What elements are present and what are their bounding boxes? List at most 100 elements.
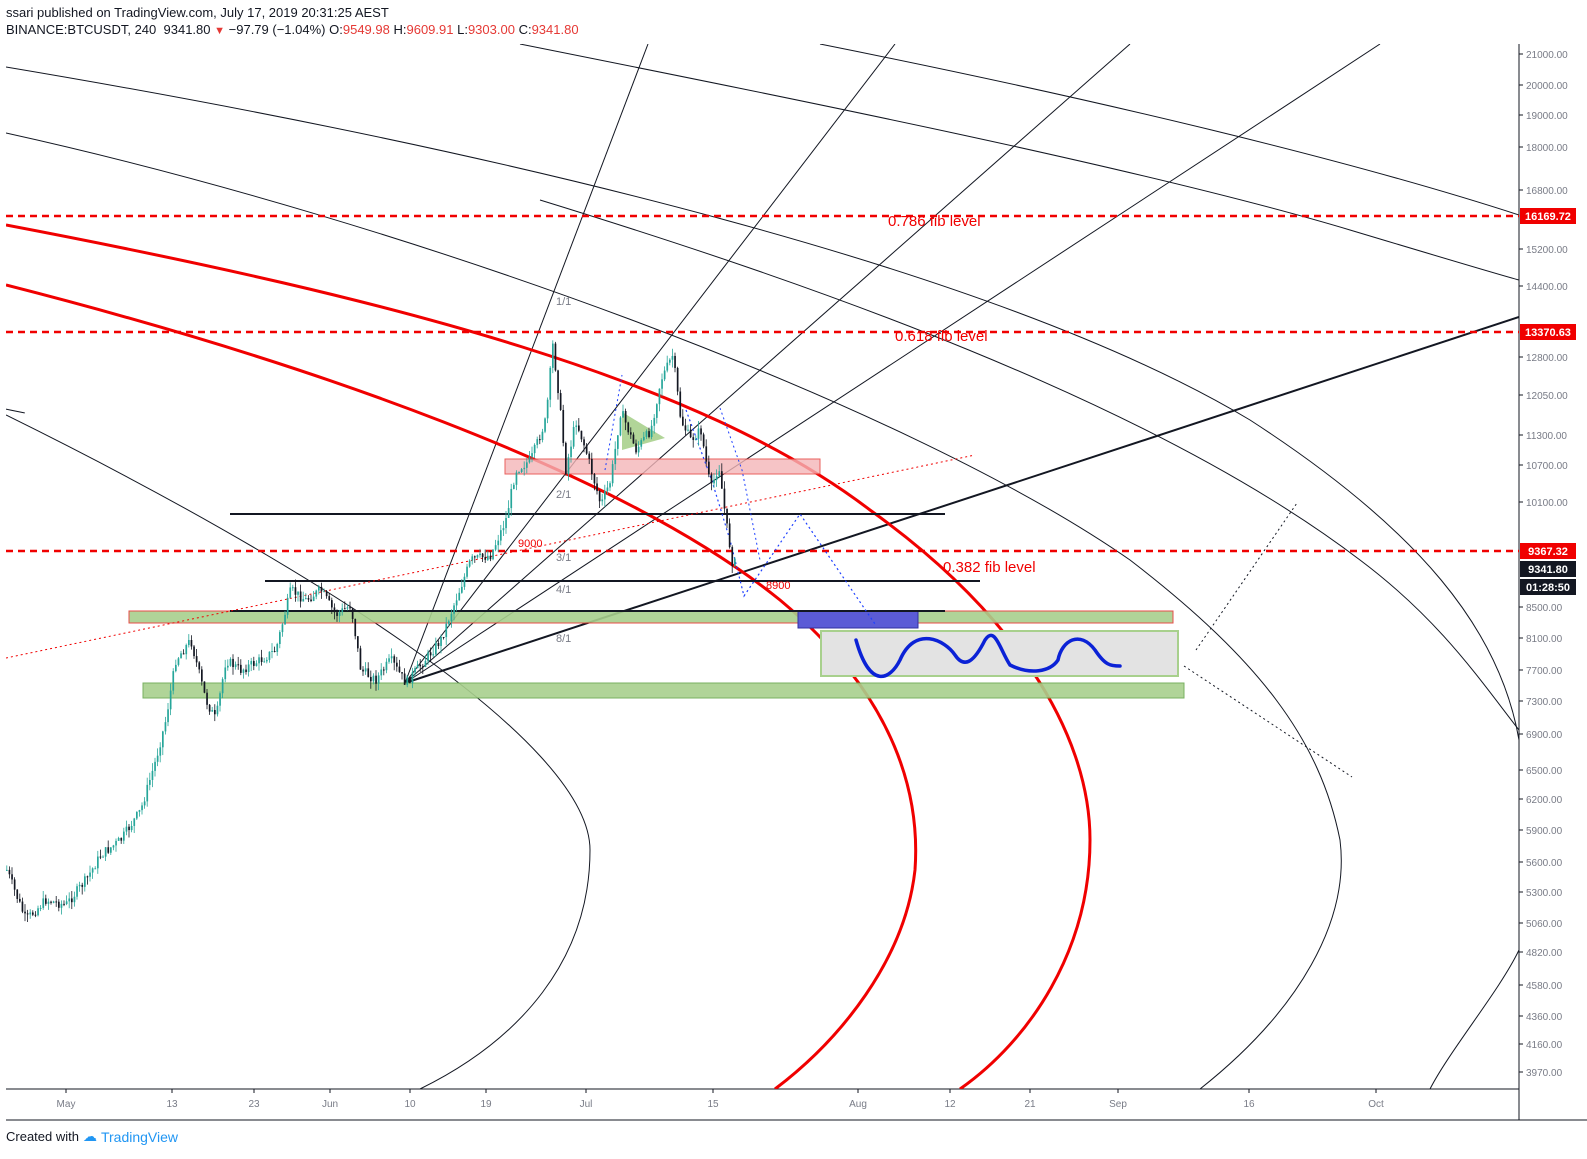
- candle-body: [539, 439, 541, 441]
- candle-body: [715, 476, 718, 480]
- candle-body: [128, 826, 130, 831]
- candle-body: [81, 884, 84, 887]
- candle-body: [409, 676, 411, 684]
- candle-body: [219, 693, 221, 706]
- candle-body: [50, 901, 52, 903]
- candle-body: [156, 755, 159, 762]
- candle-body: [406, 676, 409, 685]
- candle-body: [632, 434, 635, 444]
- candle-body: [247, 664, 250, 673]
- time-axis-label: 12: [944, 1099, 956, 1110]
- candle-body: [565, 442, 567, 475]
- time-axis-label: 10: [404, 1099, 416, 1110]
- candle-body: [713, 479, 715, 484]
- candle-body: [593, 474, 596, 484]
- candle-body: [648, 431, 650, 438]
- time-axis-label: 15: [707, 1099, 719, 1110]
- candle-body: [726, 508, 728, 524]
- candle-body: [164, 722, 167, 732]
- candle-body: [377, 675, 380, 684]
- close-label: C:: [518, 22, 532, 37]
- candle-body: [110, 847, 112, 853]
- candle-body: [354, 618, 357, 637]
- ohlc-line: BINANCE:BTCUSDT, 240 9341.80 ▼ −97.79 (−…: [6, 22, 579, 37]
- black-arcs: [6, 44, 1519, 1089]
- candle-body: [666, 362, 669, 371]
- candle-body: [562, 409, 565, 443]
- price-axis-label: 4360.00: [1526, 1012, 1563, 1023]
- candle-body: [336, 612, 338, 616]
- candle-body: [429, 652, 432, 656]
- candle-body: [242, 669, 245, 673]
- green-zone-2: [142, 682, 1185, 699]
- candle-body: [73, 896, 76, 903]
- candle-body: [572, 426, 575, 447]
- fan-label-8x1: 8/1: [556, 633, 571, 645]
- candle-body: [232, 658, 234, 668]
- candle-body: [375, 675, 377, 684]
- candle-body: [331, 600, 333, 608]
- candle-body: [419, 664, 422, 667]
- candle-body: [708, 461, 710, 475]
- candle-body: [557, 370, 559, 394]
- candle-body: [167, 709, 169, 723]
- time-axis-labels: May 13 23 Jun 10 19 Jul 15 Aug 12 21 Sep 16 Oct: [57, 1089, 1384, 1110]
- candle-body: [216, 705, 219, 715]
- price-axis-label: 8100.00: [1526, 634, 1563, 645]
- candle-body: [546, 399, 549, 419]
- candle-body: [414, 668, 416, 673]
- candle-body: [234, 664, 237, 668]
- candle-body: [286, 597, 289, 615]
- fib-label-382: 0.382 fib level: [943, 559, 1036, 576]
- candle-body: [533, 444, 536, 454]
- candle-body: [502, 528, 505, 531]
- candle-body: [487, 555, 489, 560]
- candle-body: [78, 884, 81, 887]
- price-axis-label: 5600.00: [1526, 858, 1563, 869]
- tradingview-brand: TradingView: [100, 1128, 179, 1145]
- candle-body: [141, 805, 143, 811]
- candle-body: [11, 874, 13, 880]
- candle-body: [45, 898, 47, 904]
- candle-body: [650, 425, 653, 438]
- tag-timer: 01:28:50: [1526, 582, 1570, 594]
- candle-body: [445, 623, 448, 638]
- candle-body: [99, 856, 102, 858]
- candle-body: [684, 425, 687, 431]
- candle-body: [120, 838, 123, 841]
- pink-zone: [504, 458, 821, 475]
- candle-body: [385, 661, 388, 671]
- candle-body: [518, 472, 520, 474]
- candle-body: [310, 599, 312, 602]
- fib-lines: [6, 214, 1519, 553]
- candle-body: [68, 898, 71, 902]
- candle-body: [146, 784, 149, 802]
- annotation-9000: 9000: [518, 538, 542, 550]
- price-axis-label: 4160.00: [1526, 1040, 1563, 1051]
- black-arc-3: [6, 66, 1519, 741]
- candle-body: [367, 668, 370, 677]
- candle-body: [463, 576, 466, 587]
- candle-body: [567, 457, 570, 475]
- black-arc-8: [1429, 949, 1519, 1089]
- candle-body: [510, 488, 513, 509]
- tag-786: 16169.72: [1525, 211, 1571, 223]
- candle-body: [89, 872, 91, 877]
- candle-body: [55, 901, 58, 903]
- candle-body: [16, 889, 19, 899]
- candle-body: [653, 417, 656, 426]
- blue-wave-sketch: [854, 633, 1122, 678]
- candle-body: [229, 658, 232, 666]
- candle-body: [133, 818, 136, 826]
- candle-body: [505, 517, 507, 529]
- candle-body: [52, 901, 55, 903]
- candle-body: [294, 587, 297, 595]
- fan-line-4x1: [404, 44, 1381, 684]
- candle-body: [440, 636, 442, 646]
- candle-body: [455, 600, 458, 606]
- fan-line-1x1: [404, 44, 649, 684]
- candle-body: [619, 417, 622, 436]
- candle-body: [136, 811, 138, 819]
